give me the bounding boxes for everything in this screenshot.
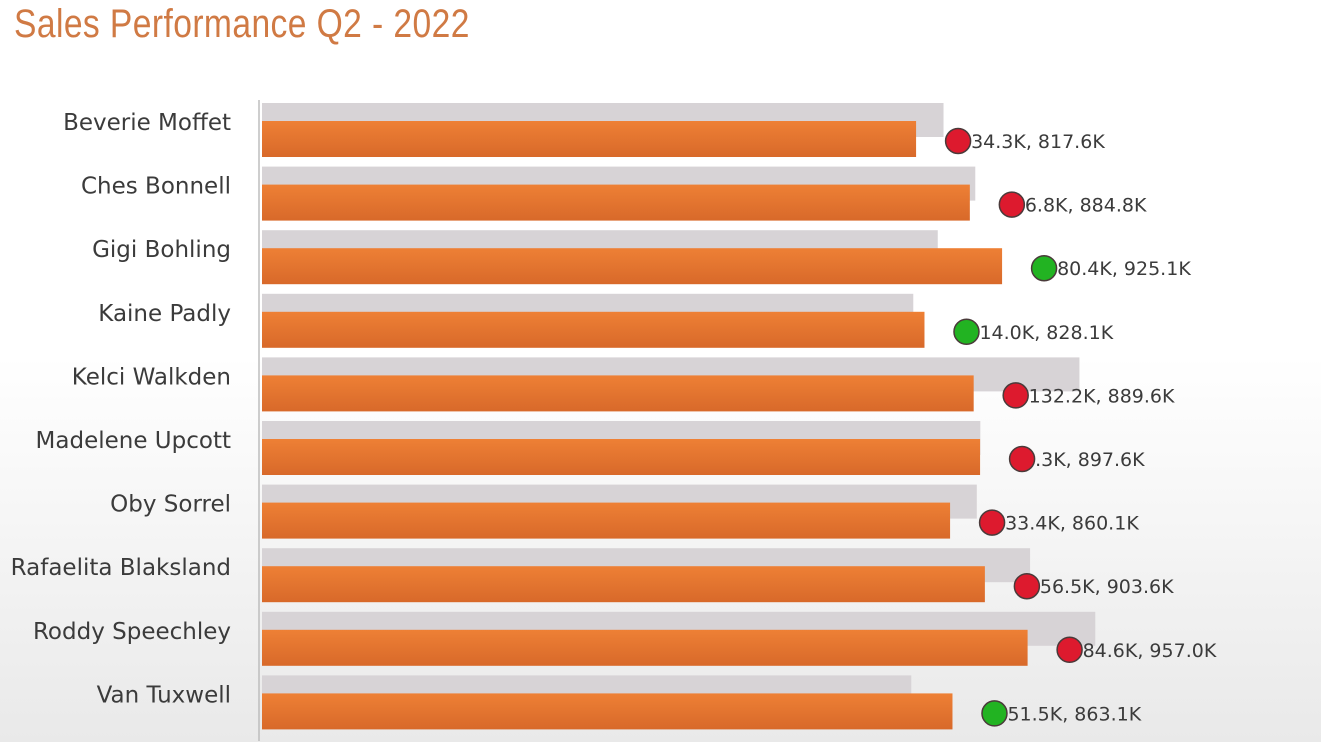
- category-label: Van Tuxwell: [97, 682, 231, 708]
- category-label: Gigi Bohling: [92, 237, 231, 263]
- data-label: 132.2K, 889.6K: [1029, 385, 1175, 407]
- status-dot-bad: [944, 127, 972, 155]
- status-dot-good: [981, 700, 1008, 727]
- category-label: Rafaelita Blaksland: [11, 555, 231, 581]
- status-dot-good: [1030, 254, 1058, 282]
- data-label: 80.4K, 925.1K: [1057, 258, 1191, 280]
- category-label: Oby Sorrel: [110, 492, 231, 518]
- actual-bar: [262, 693, 953, 730]
- data-label: 56.5K, 903.6K: [1040, 576, 1174, 598]
- data-label: 14.0K, 828.1K: [979, 322, 1113, 344]
- chart-title: Sales Performance Q2 - 2022: [14, 2, 470, 46]
- actual-bar: [262, 311, 925, 348]
- data-label: 6.8K, 884.8K: [1025, 195, 1147, 217]
- category-label: Roddy Speechley: [33, 619, 231, 645]
- category-label: Kaine Padly: [98, 301, 231, 327]
- status-dot-good: [953, 318, 980, 346]
- category-label: Ches Bonnell: [81, 174, 231, 200]
- category-label: Kelci Walkden: [72, 364, 231, 390]
- actual-bar: [262, 121, 917, 157]
- actual-bar: [262, 502, 951, 539]
- data-label: 33.4K, 860.1K: [1005, 513, 1139, 535]
- status-dot-bad: [1002, 382, 1029, 409]
- actual-bar: [262, 629, 1028, 666]
- data-label: 51.5K, 863.1K: [1007, 703, 1141, 725]
- status-dot-bad: [998, 191, 1026, 218]
- status-dot-bad: [1008, 445, 1036, 473]
- actual-bar: [262, 184, 970, 221]
- actual-bar: [262, 375, 974, 412]
- status-dot-bad: [1056, 636, 1083, 664]
- data-label: .3K, 897.6K: [1035, 449, 1145, 471]
- bars-layer: Beverie Moffet 34.3K, 817.6K Ches Bonnell 6…: [11, 103, 1217, 730]
- actual-bar: [262, 566, 985, 603]
- data-label: 84.6K, 957.0K: [1083, 640, 1217, 662]
- data-label: 34.3K, 817.6K: [971, 131, 1105, 153]
- category-label: Beverie Moffet: [63, 110, 231, 136]
- actual-bar: [262, 248, 1003, 285]
- category-label: Madelene Upcott: [36, 428, 231, 454]
- status-dot-bad: [978, 509, 1006, 536]
- actual-bar: [262, 439, 981, 475]
- status-dot-bad: [1013, 572, 1041, 600]
